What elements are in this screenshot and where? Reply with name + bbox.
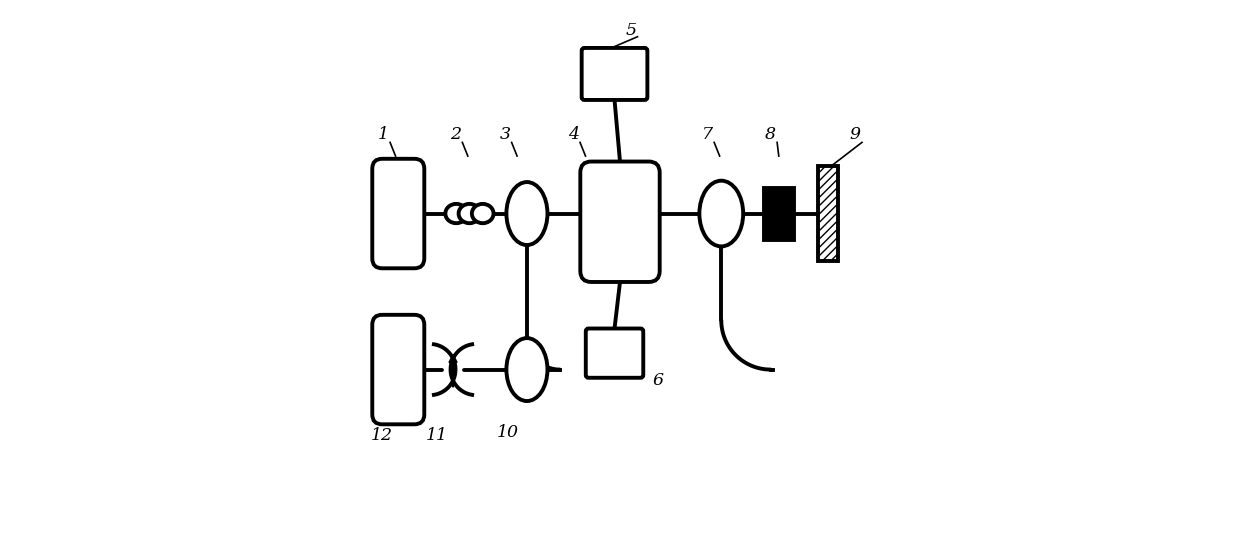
Text: 9: 9 xyxy=(849,126,861,143)
Text: 7: 7 xyxy=(702,126,713,143)
Text: 10: 10 xyxy=(497,424,518,441)
FancyBboxPatch shape xyxy=(580,161,660,282)
Text: 1: 1 xyxy=(378,126,389,143)
FancyBboxPatch shape xyxy=(372,315,424,424)
Text: 12: 12 xyxy=(371,427,393,444)
Text: 11: 11 xyxy=(425,427,448,444)
Ellipse shape xyxy=(459,204,480,223)
Text: 3: 3 xyxy=(500,126,511,143)
Text: 5: 5 xyxy=(625,22,636,39)
FancyBboxPatch shape xyxy=(582,48,647,100)
Ellipse shape xyxy=(506,338,548,401)
Text: 8: 8 xyxy=(765,126,776,143)
Text: 6: 6 xyxy=(652,372,663,389)
Bar xyxy=(764,187,794,239)
FancyBboxPatch shape xyxy=(372,159,424,268)
Bar xyxy=(817,166,838,262)
Text: 2: 2 xyxy=(450,126,461,143)
Ellipse shape xyxy=(506,182,548,245)
Text: 4: 4 xyxy=(568,126,579,143)
Ellipse shape xyxy=(445,204,467,223)
Ellipse shape xyxy=(472,204,494,223)
Ellipse shape xyxy=(699,181,743,247)
FancyBboxPatch shape xyxy=(585,328,644,378)
